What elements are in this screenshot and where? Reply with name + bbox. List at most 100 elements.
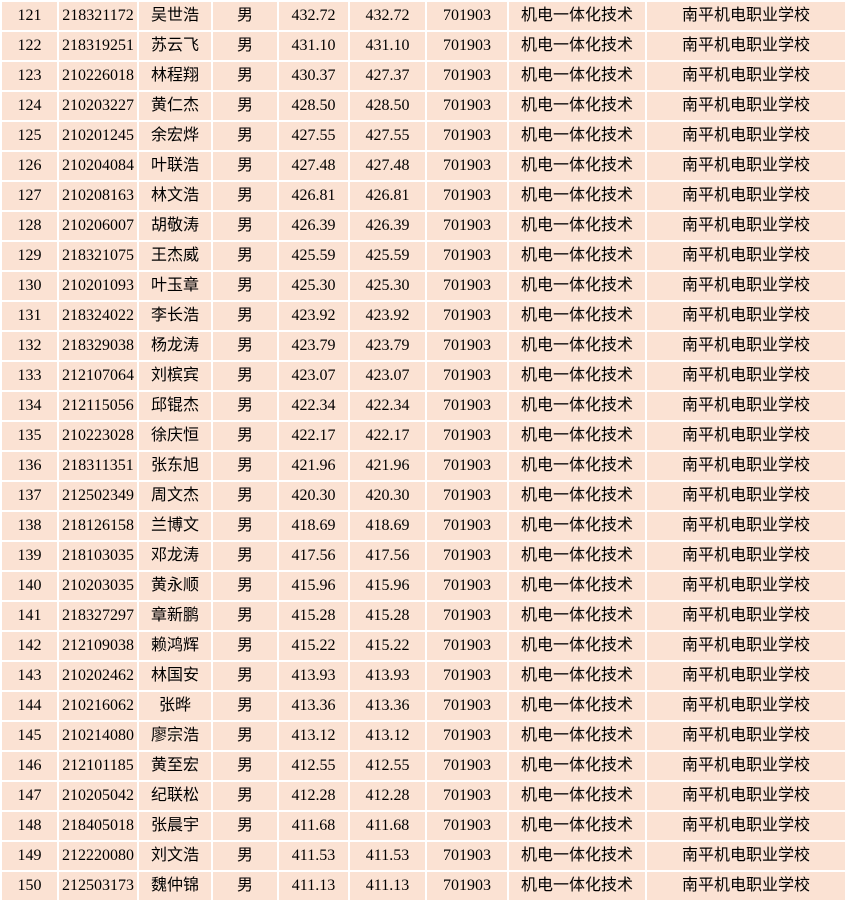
major-cell[interactable]: 机电一体化技术	[507, 390, 647, 422]
row-number-cell[interactable]: 143	[0, 660, 59, 692]
score-1-cell[interactable]: 411.68	[277, 810, 350, 842]
school-code-cell[interactable]: 701903	[425, 510, 509, 542]
score-1-cell[interactable]: 423.07	[277, 360, 350, 392]
school-cell[interactable]: 南平机电职业学校	[645, 780, 845, 812]
name-cell[interactable]: 张晨宇	[137, 810, 213, 842]
name-cell[interactable]: 邱锟杰	[137, 390, 213, 422]
gender-cell[interactable]: 男	[211, 480, 279, 512]
gender-cell[interactable]: 男	[211, 390, 279, 422]
school-code-cell[interactable]: 701903	[425, 810, 509, 842]
name-cell[interactable]: 林程翔	[137, 60, 213, 92]
major-cell[interactable]: 机电一体化技术	[507, 180, 647, 212]
school-cell[interactable]: 南平机电职业学校	[645, 240, 845, 272]
school-code-cell[interactable]: 701903	[425, 0, 509, 32]
score-2-cell[interactable]: 426.81	[348, 180, 427, 212]
gender-cell[interactable]: 男	[211, 60, 279, 92]
gender-cell[interactable]: 男	[211, 240, 279, 272]
major-cell[interactable]: 机电一体化技术	[507, 630, 647, 662]
school-cell[interactable]: 南平机电职业学校	[645, 0, 845, 32]
major-cell[interactable]: 机电一体化技术	[507, 810, 647, 842]
score-1-cell[interactable]: 418.69	[277, 510, 350, 542]
school-cell[interactable]: 南平机电职业学校	[645, 600, 845, 632]
school-cell[interactable]: 南平机电职业学校	[645, 810, 845, 842]
name-cell[interactable]: 叶玉章	[137, 270, 213, 302]
row-number-cell[interactable]: 130	[0, 270, 59, 302]
score-1-cell[interactable]: 423.92	[277, 300, 350, 332]
row-number-cell[interactable]: 134	[0, 390, 59, 422]
student-id-cell[interactable]: 212502349	[57, 480, 139, 512]
school-cell[interactable]: 南平机电职业学校	[645, 120, 845, 152]
major-cell[interactable]: 机电一体化技术	[507, 570, 647, 602]
student-id-cell[interactable]: 218321172	[57, 0, 139, 32]
name-cell[interactable]: 兰博文	[137, 510, 213, 542]
name-cell[interactable]: 胡敬涛	[137, 210, 213, 242]
score-1-cell[interactable]: 427.55	[277, 120, 350, 152]
name-cell[interactable]: 廖宗浩	[137, 720, 213, 752]
score-2-cell[interactable]: 411.68	[348, 810, 427, 842]
school-cell[interactable]: 南平机电职业学校	[645, 30, 845, 62]
school-code-cell[interactable]: 701903	[425, 180, 509, 212]
school-code-cell[interactable]: 701903	[425, 420, 509, 452]
row-number-cell[interactable]: 126	[0, 150, 59, 182]
school-cell[interactable]: 南平机电职业学校	[645, 360, 845, 392]
gender-cell[interactable]: 男	[211, 840, 279, 872]
major-cell[interactable]: 机电一体化技术	[507, 60, 647, 92]
name-cell[interactable]: 徐庆恒	[137, 420, 213, 452]
gender-cell[interactable]: 男	[211, 450, 279, 482]
gender-cell[interactable]: 男	[211, 780, 279, 812]
school-cell[interactable]: 南平机电职业学校	[645, 450, 845, 482]
name-cell[interactable]: 林文浩	[137, 180, 213, 212]
score-1-cell[interactable]: 413.36	[277, 690, 350, 722]
score-2-cell[interactable]: 411.13	[348, 870, 427, 901]
score-1-cell[interactable]: 431.10	[277, 30, 350, 62]
row-number-cell[interactable]: 145	[0, 720, 59, 752]
school-cell[interactable]: 南平机电职业学校	[645, 660, 845, 692]
student-id-cell[interactable]: 218405018	[57, 810, 139, 842]
score-1-cell[interactable]: 426.81	[277, 180, 350, 212]
row-number-cell[interactable]: 129	[0, 240, 59, 272]
school-code-cell[interactable]: 701903	[425, 120, 509, 152]
major-cell[interactable]: 机电一体化技术	[507, 300, 647, 332]
major-cell[interactable]: 机电一体化技术	[507, 330, 647, 362]
gender-cell[interactable]: 男	[211, 270, 279, 302]
major-cell[interactable]: 机电一体化技术	[507, 210, 647, 242]
school-cell[interactable]: 南平机电职业学校	[645, 210, 845, 242]
row-number-cell[interactable]: 146	[0, 750, 59, 782]
school-cell[interactable]: 南平机电职业学校	[645, 720, 845, 752]
row-number-cell[interactable]: 128	[0, 210, 59, 242]
school-code-cell[interactable]: 701903	[425, 540, 509, 572]
row-number-cell[interactable]: 133	[0, 360, 59, 392]
row-number-cell[interactable]: 139	[0, 540, 59, 572]
school-cell[interactable]: 南平机电职业学校	[645, 750, 845, 782]
school-code-cell[interactable]: 701903	[425, 630, 509, 662]
gender-cell[interactable]: 男	[211, 600, 279, 632]
score-1-cell[interactable]: 427.48	[277, 150, 350, 182]
gender-cell[interactable]: 男	[211, 210, 279, 242]
row-number-cell[interactable]: 125	[0, 120, 59, 152]
major-cell[interactable]: 机电一体化技术	[507, 840, 647, 872]
school-code-cell[interactable]: 701903	[425, 330, 509, 362]
major-cell[interactable]: 机电一体化技术	[507, 360, 647, 392]
score-2-cell[interactable]: 413.93	[348, 660, 427, 692]
major-cell[interactable]: 机电一体化技术	[507, 690, 647, 722]
school-code-cell[interactable]: 701903	[425, 840, 509, 872]
school-cell[interactable]: 南平机电职业学校	[645, 690, 845, 722]
score-1-cell[interactable]: 413.93	[277, 660, 350, 692]
school-cell[interactable]: 南平机电职业学校	[645, 540, 845, 572]
score-1-cell[interactable]: 411.53	[277, 840, 350, 872]
school-code-cell[interactable]: 701903	[425, 60, 509, 92]
student-id-cell[interactable]: 218126158	[57, 510, 139, 542]
school-code-cell[interactable]: 701903	[425, 240, 509, 272]
student-id-cell[interactable]: 212101185	[57, 750, 139, 782]
gender-cell[interactable]: 男	[211, 510, 279, 542]
school-cell[interactable]: 南平机电职业学校	[645, 420, 845, 452]
school-code-cell[interactable]: 701903	[425, 360, 509, 392]
score-2-cell[interactable]: 427.48	[348, 150, 427, 182]
score-2-cell[interactable]: 423.79	[348, 330, 427, 362]
gender-cell[interactable]: 男	[211, 0, 279, 32]
row-number-cell[interactable]: 131	[0, 300, 59, 332]
major-cell[interactable]: 机电一体化技术	[507, 30, 647, 62]
row-number-cell[interactable]: 123	[0, 60, 59, 92]
score-2-cell[interactable]: 413.12	[348, 720, 427, 752]
school-code-cell[interactable]: 701903	[425, 720, 509, 752]
